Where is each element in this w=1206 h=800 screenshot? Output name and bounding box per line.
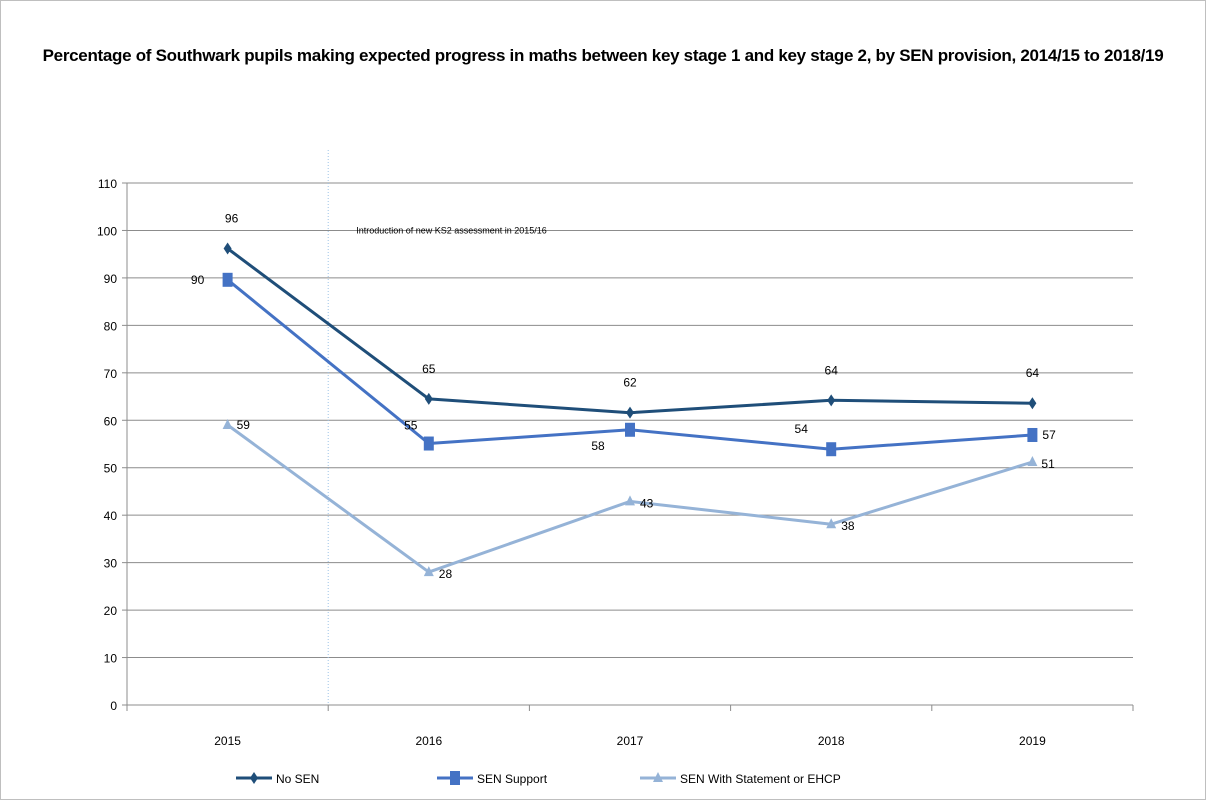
diamond-marker (424, 392, 433, 405)
data-label: 62 (623, 376, 637, 390)
gridlines (127, 182, 1133, 659)
legend: No SEN SEN Support SEN With Statement or E… (236, 771, 841, 786)
data-label: 65 (422, 362, 436, 376)
square-marker (625, 422, 635, 437)
triangle-marker (1027, 456, 1038, 467)
diamond-marker (250, 772, 258, 784)
series-markers (222, 242, 1038, 577)
chart-title: Percentage of Southwark pupils making ex… (42, 46, 1164, 65)
legend-label: SEN Support (477, 772, 548, 786)
square-marker (450, 771, 460, 785)
triangle-marker (653, 772, 663, 782)
square-marker (222, 272, 233, 287)
data-label: 96 (225, 211, 239, 225)
data-label: 55 (404, 419, 418, 433)
x-tick-label: 2015 (214, 734, 241, 748)
data-label: 38 (841, 519, 855, 533)
data-label: 64 (825, 363, 839, 377)
y-tick-label: 70 (104, 367, 118, 381)
data-label: 54 (795, 422, 809, 436)
y-tick-label: 10 (104, 652, 118, 666)
y-tick-label: 50 (104, 462, 118, 476)
y-tick-label: 40 (104, 509, 118, 523)
data-label: 43 (640, 496, 654, 510)
x-tick-label: 2016 (415, 734, 442, 748)
square-marker (423, 436, 434, 451)
data-label: 57 (1042, 428, 1056, 442)
diamond-marker (1028, 397, 1037, 410)
square-marker (1027, 427, 1038, 442)
data-label: 58 (591, 439, 605, 453)
data-label: 51 (1041, 457, 1055, 471)
data-label: 90 (191, 273, 205, 287)
triangle-marker (423, 566, 434, 577)
y-tick-label: 110 (98, 177, 117, 191)
y-tick-label: 80 (104, 319, 118, 333)
x-tick-label: 2017 (617, 734, 644, 748)
data-label: 59 (237, 418, 251, 432)
x-axis: 2015 2016 2017 2018 2019 (126, 183, 1134, 748)
x-tick-label: 2019 (1019, 734, 1046, 748)
diamond-marker (223, 242, 232, 255)
y-tick-label: 20 (104, 604, 118, 618)
triangle-marker (222, 419, 233, 430)
triangle-marker (826, 518, 837, 529)
legend-label: SEN With Statement or EHCP (680, 772, 841, 786)
y-tick-label: 90 (104, 272, 118, 286)
legend-label: No SEN (276, 772, 319, 786)
diamond-marker (626, 406, 634, 419)
annotation-group: Introduction of new KS2 assessment in 20… (327, 150, 547, 705)
y-tick-label: 60 (104, 414, 118, 428)
y-axis-ticks: 0 10 20 30 40 50 60 70 80 90 100 110 (97, 177, 127, 713)
x-tick-label: 2018 (818, 734, 845, 748)
y-tick-label: 30 (104, 557, 118, 571)
data-labels: 96 65 62 64 64 90 55 58 54 57 59 28 43 38 51 (191, 211, 1056, 581)
diamond-marker (827, 394, 836, 407)
y-tick-label: 100 (97, 224, 117, 238)
triangle-marker (625, 495, 635, 506)
y-tick-label: 0 (110, 699, 117, 713)
square-marker (826, 442, 837, 457)
data-label: 28 (439, 567, 453, 581)
assessment-change-annotation: Introduction of new KS2 assessment in 20… (356, 225, 547, 235)
data-label: 64 (1026, 366, 1040, 380)
